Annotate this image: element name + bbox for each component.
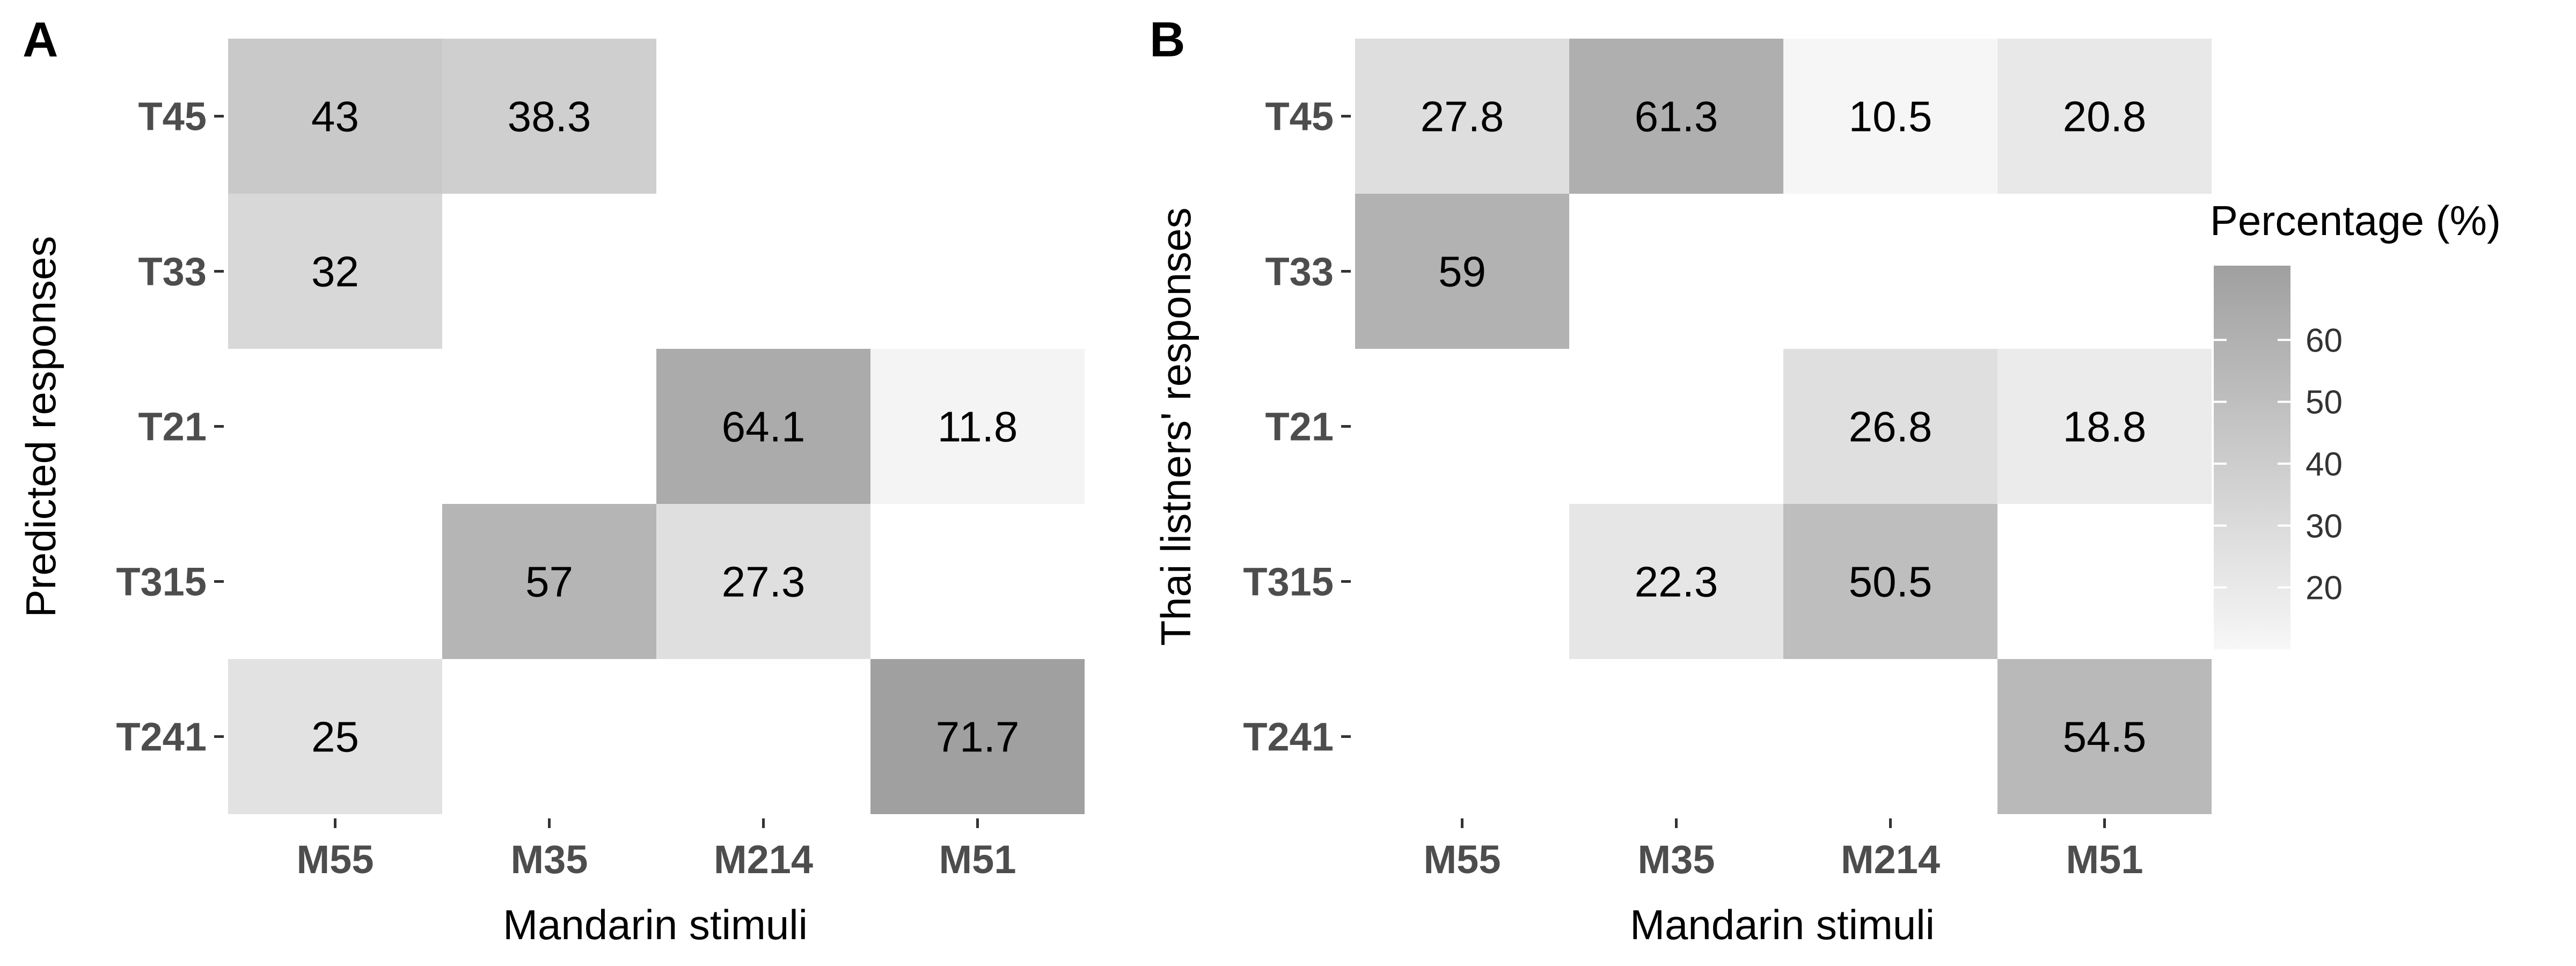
panel-b-cell-T33-M55 xyxy=(1355,194,1569,349)
panel-a-cell-T241-M55 xyxy=(228,659,442,814)
panel-b-cell-T45-M55 xyxy=(1355,39,1569,194)
legend-tick-label-30: 30 xyxy=(2306,508,2343,545)
panel-b-cells: 27.8 61.3 10.5 20.8 59 26.8 18.8 22.3 50.5 54.5 xyxy=(1355,39,2212,814)
panel-b-cell-label-T21-M51: 18.8 xyxy=(2063,403,2147,451)
legend-tick-label-40: 40 xyxy=(2306,446,2343,483)
panel-a-y-axis-title: Predicted responses xyxy=(17,236,64,617)
panel-a-cell-T315-M35 xyxy=(442,504,656,659)
panel-b-y-axis-title: Thai listners' responses xyxy=(1152,208,1199,646)
legend-colorbar xyxy=(2214,266,2290,649)
panel-a-cell-T315-M214 xyxy=(656,504,870,659)
panel-a-cell-label-T45-M55: 43 xyxy=(311,93,359,141)
panel-b-y-axis: T45 T33 T21 T315 T241 xyxy=(1243,94,1351,759)
panel-b-x-tick-label-M214: M214 xyxy=(1841,837,1940,882)
legend-title: Percentage (%) xyxy=(2210,197,2501,244)
panel-a-x-tick-label-M51: M51 xyxy=(939,837,1016,882)
panel-a-cell-label-T241-M55: 25 xyxy=(311,713,359,761)
panel-b-cell-label-T45-M214: 10.5 xyxy=(1849,93,1933,141)
panel-b-cell-T45-M35 xyxy=(1569,39,1783,194)
panel-a-cell-T241-M51 xyxy=(870,659,1085,814)
panel-a-cell-label-T241-M51: 71.7 xyxy=(936,713,1020,761)
panel-a-x-axis-title: Mandarin stimuli xyxy=(503,901,808,948)
panel-b-cell-label-T241-M51: 54.5 xyxy=(2063,713,2147,761)
legend-ticks: 20 30 40 50 60 xyxy=(2214,322,2343,607)
panel-a-cell-T45-M35 xyxy=(442,39,656,194)
panel-a-cell-T33-M55 xyxy=(228,194,442,349)
panel-b-x-axis-title: Mandarin stimuli xyxy=(1630,901,1935,948)
panel-b-cell-label-T315-M35: 22.3 xyxy=(1635,558,1718,606)
panel-a-x-tick-label-M35: M35 xyxy=(511,837,588,882)
panel-b-cell-T315-M214 xyxy=(1783,504,1997,659)
panel-b-cell-label-T33-M55: 59 xyxy=(1438,248,1486,296)
panel-a-cell-label-T21-M51: 11.8 xyxy=(938,403,1018,451)
panel-a-cells: 43 38.3 32 64.1 11.8 57 27.3 25 71.7 xyxy=(228,39,1085,814)
panel-a-y-tick-label-T33: T33 xyxy=(138,250,207,294)
panel-a-cell-T45-M55 xyxy=(228,39,442,194)
legend-tick-label-50: 50 xyxy=(2306,384,2343,421)
panel-a-y-tick-label-T21: T21 xyxy=(138,405,207,449)
panel-a-cell-label-T21-M214: 64.1 xyxy=(722,403,806,451)
panel-a-cell-label-T33-M55: 32 xyxy=(311,248,359,296)
panel-a-cell-label-T45-M35: 38.3 xyxy=(508,93,591,141)
panel-a: A 43 38.3 32 64.1 11.8 57 27.3 25 71.7 T45 T33 T21… xyxy=(17,12,1085,948)
panel-a-cell-label-T315-M214: 27.3 xyxy=(722,558,806,606)
color-legend: Percentage (%) 20 30 40 50 60 xyxy=(2210,197,2501,649)
panel-b-y-tick-label-T21: T21 xyxy=(1265,405,1334,449)
panel-b-cell-label-T45-M51: 20.8 xyxy=(2063,93,2147,141)
panel-b-x-tick-label-M35: M35 xyxy=(1638,837,1715,882)
panel-b-cell-T45-M51 xyxy=(1997,39,2212,194)
panel-b-cell-T45-M214 xyxy=(1783,39,1997,194)
legend-tick-label-20: 20 xyxy=(2306,570,2343,607)
panel-b-label: B xyxy=(1150,12,1185,67)
panel-a-x-axis: M55 M35 M214 M51 xyxy=(297,818,1016,882)
panel-a-label: A xyxy=(23,12,58,67)
panel-b-x-axis: M55 M35 M214 M51 xyxy=(1424,818,2143,882)
panel-a-cell-label-T315-M35: 57 xyxy=(525,558,573,606)
panel-a-y-tick-label-T315: T315 xyxy=(116,560,207,604)
panel-b: B 27.8 61.3 10.5 20.8 59 26.8 18.8 22.3 50.5 54.5… xyxy=(1150,12,2212,948)
legend-tick-label-60: 60 xyxy=(2306,322,2343,359)
panel-b-cell-T241-M51 xyxy=(1997,659,2212,814)
panel-b-cell-label-T21-M214: 26.8 xyxy=(1849,403,1933,451)
panel-b-cell-label-T315-M214: 50.5 xyxy=(1849,558,1933,606)
panel-a-x-tick-label-M55: M55 xyxy=(297,837,374,882)
panel-b-y-tick-label-T45: T45 xyxy=(1265,94,1334,139)
panel-b-cell-T315-M35 xyxy=(1569,504,1783,659)
panel-a-y-axis: T45 T33 T21 T315 T241 xyxy=(116,94,224,759)
panel-b-x-tick-label-M55: M55 xyxy=(1424,837,1501,882)
panel-a-x-tick-label-M214: M214 xyxy=(714,837,813,882)
panel-b-y-tick-label-T241: T241 xyxy=(1243,715,1334,759)
panel-a-y-tick-label-T45: T45 xyxy=(138,94,207,139)
panel-a-y-tick-label-T241: T241 xyxy=(116,715,207,759)
panel-b-cell-T21-M214 xyxy=(1783,349,1997,504)
panel-b-cell-label-T45-M35: 61.3 xyxy=(1635,93,1718,141)
panel-a-cell-T21-M214 xyxy=(656,349,870,504)
panel-b-cell-T21-M51 xyxy=(1997,349,2212,504)
panel-b-y-tick-label-T33: T33 xyxy=(1265,250,1334,294)
panel-a-cell-T21-M51 xyxy=(870,349,1085,504)
panel-b-y-tick-label-T315: T315 xyxy=(1243,560,1334,604)
panel-b-cell-label-T45-M55: 27.8 xyxy=(1421,93,1504,141)
panel-b-x-tick-label-M51: M51 xyxy=(2066,837,2143,882)
